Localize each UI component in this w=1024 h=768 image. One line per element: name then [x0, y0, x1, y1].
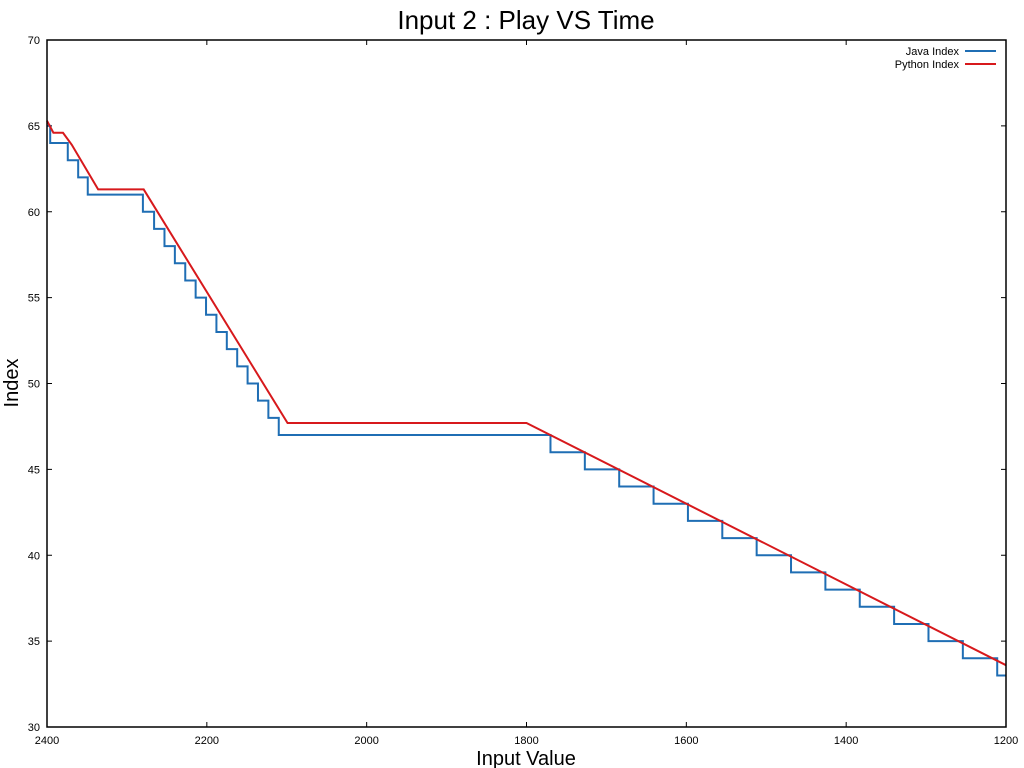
x-tick-label: 1600 [674, 735, 698, 747]
y-tick-label: 45 [28, 464, 40, 476]
y-tick-label: 50 [28, 379, 40, 391]
legend-label-python: Python Index [895, 59, 960, 71]
y-tick-label: 30 [28, 722, 40, 734]
x-tick-label: 2000 [354, 735, 378, 747]
x-tick-label: 1400 [834, 735, 858, 747]
x-tick-label: 1200 [994, 735, 1018, 747]
y-tick-label: 35 [28, 636, 40, 648]
series-layer [46, 120, 1007, 677]
y-tick-label: 70 [28, 35, 40, 47]
x-tick-label: 2400 [35, 735, 59, 747]
series-line-python [46, 120, 1007, 667]
y-axis-label: Index [1, 359, 23, 408]
x-tick-label: 2200 [195, 735, 219, 747]
y-tick-label: 55 [28, 293, 40, 305]
x-tick-label: 1800 [514, 735, 538, 747]
y-tick-label: 65 [28, 121, 40, 133]
plot-frame [46, 39, 1007, 728]
series-line-java [47, 124, 1006, 677]
legend-label-java: Java Index [906, 46, 960, 58]
y-tick-label: 40 [28, 550, 40, 562]
chart-title: Input 2 : Play VS Time [397, 5, 654, 35]
legend: Java Index Python Index [895, 46, 996, 71]
x-axis-label: Input Value [476, 748, 576, 768]
y-tick-label: 60 [28, 207, 40, 219]
ticks-layer: 2400 2200 2000 1800 1600 1400 1200 30 35 40 45 50 55… [28, 35, 1018, 747]
